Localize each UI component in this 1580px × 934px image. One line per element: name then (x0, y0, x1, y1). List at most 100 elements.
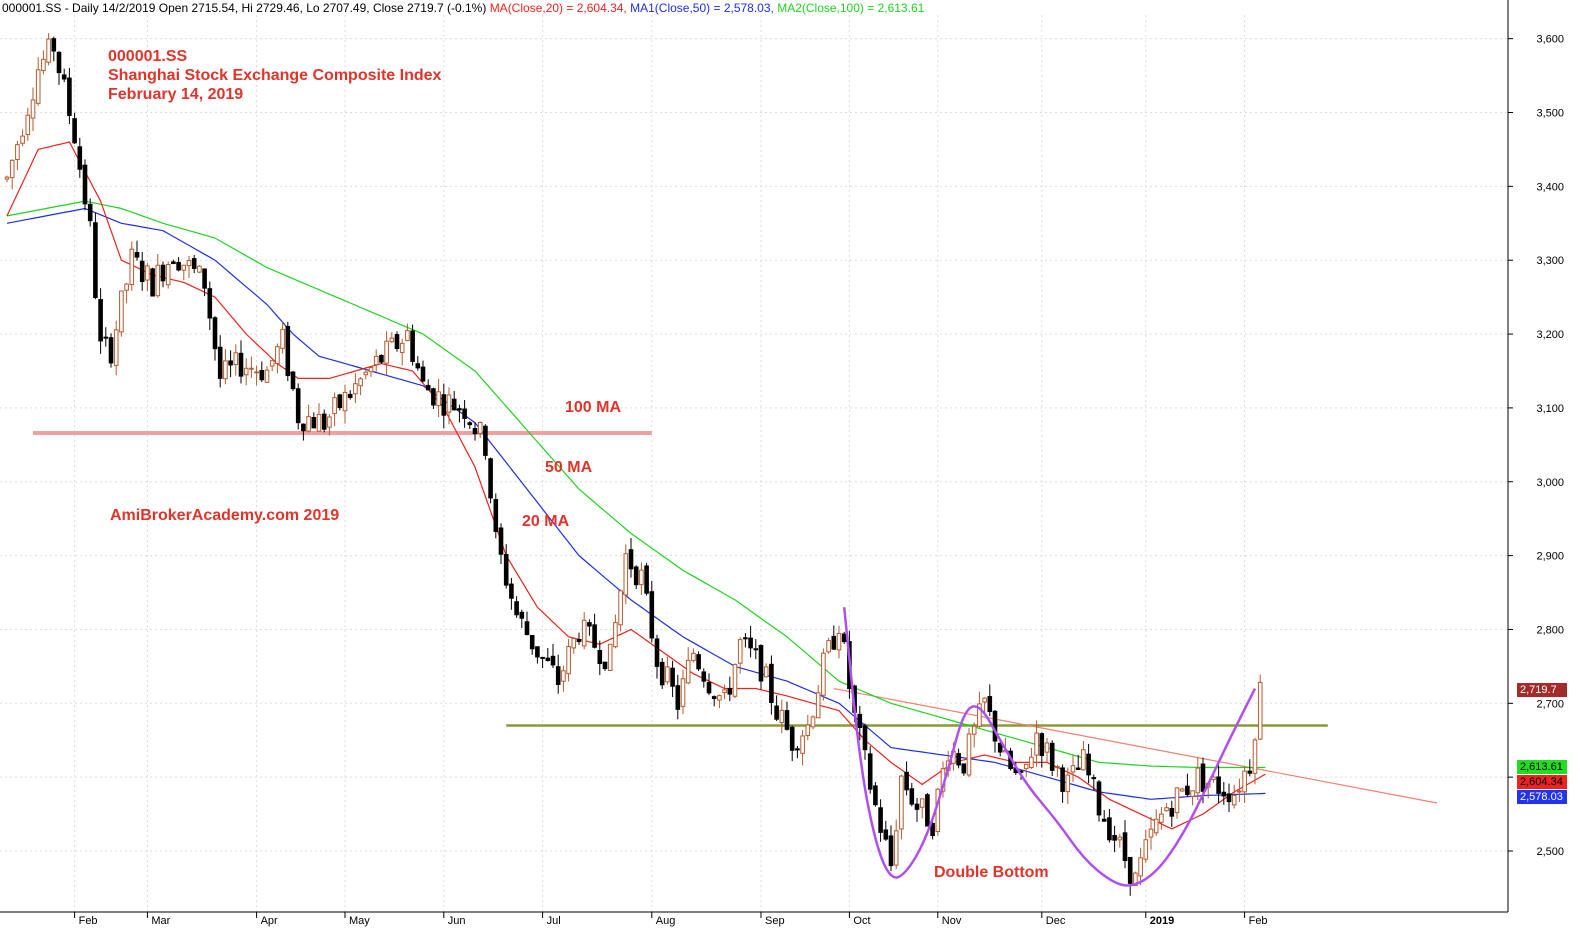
candle-down (1049, 742, 1055, 771)
candle-down (301, 423, 306, 432)
y-tick-label: 3,600 (1536, 34, 1564, 46)
candle-down (441, 394, 447, 416)
candle-down (873, 785, 878, 806)
candle-down (379, 354, 384, 363)
candle-up (722, 689, 727, 694)
candle-up (800, 735, 805, 754)
candle-down (909, 788, 915, 805)
candle-up (30, 99, 36, 119)
candle-up (763, 666, 769, 678)
x-tick-label: Jul (547, 915, 561, 927)
reference-lines (33, 431, 1438, 804)
candle-up (46, 38, 51, 63)
trendline (833, 687, 1438, 804)
watermark-label: AmiBrokerAcademy.com 2019 (110, 507, 340, 524)
candle-down (1039, 733, 1045, 756)
ma50-label: 50 MA (545, 459, 593, 476)
candle-down (238, 352, 244, 377)
candle-up (1242, 770, 1247, 793)
candle-down (841, 633, 847, 643)
candle-down (134, 252, 140, 258)
candle-up (332, 397, 337, 415)
candle-down (904, 771, 909, 791)
y-tick-label: 2,800 (1536, 624, 1564, 636)
candle-down (1200, 763, 1206, 792)
candle-up (680, 678, 686, 707)
candle-down (769, 663, 774, 703)
candle-down (410, 330, 415, 362)
candle-up (197, 265, 202, 273)
candle-down (212, 317, 218, 350)
candle-up (1148, 828, 1154, 838)
candle-down (1101, 818, 1107, 822)
candle-up (1065, 774, 1071, 793)
candle-down (545, 657, 551, 661)
candle-up (20, 135, 25, 144)
candle-up (1070, 765, 1076, 773)
candle-up (363, 371, 369, 376)
candle-up (1257, 681, 1263, 740)
x-tick-label: 2019 (1150, 915, 1174, 927)
candle-up (41, 58, 46, 72)
candle-up (607, 643, 613, 671)
y-tick-label: 3,500 (1536, 108, 1564, 120)
x-axis: Feb Mar Apr May Jun Jul Aug Sep Oct Nov Dec 2019 Feb (74, 912, 1268, 927)
candle-down (795, 748, 800, 751)
candle-down (56, 51, 62, 74)
candle-down (524, 621, 530, 636)
candle-up (353, 383, 358, 395)
candle-up (571, 638, 577, 649)
y-tick-label: 3,400 (1536, 181, 1564, 193)
candle-up (4, 176, 10, 180)
candle-up (327, 416, 332, 428)
candle-up (358, 378, 363, 387)
candle-down (930, 822, 935, 837)
candle-down (519, 611, 525, 619)
candle-down (82, 164, 88, 205)
candle-down (171, 261, 176, 265)
candle-down (493, 499, 499, 532)
grid-lines (0, 15, 1508, 912)
candle-up (685, 659, 691, 684)
candle-up (805, 724, 811, 736)
index-name-label: Shanghai Stock Exchange Composite Index (108, 67, 442, 84)
candle-down (77, 146, 83, 170)
candle-up (316, 413, 322, 432)
candle-down (420, 366, 426, 382)
candle-up (1164, 807, 1169, 812)
candle-up (477, 422, 483, 434)
y-tick-label: 3,100 (1536, 403, 1564, 415)
candle-down (202, 268, 207, 289)
candle-up (129, 248, 135, 285)
candle-down (758, 645, 764, 682)
header-ma50: MA1(Close,50) = 2,578.03, (630, 1, 774, 15)
header-prefix: 000001.SS - Daily 14/2/2019 Open 2715.54… (2, 1, 487, 15)
candle-up (155, 264, 161, 297)
candle-up (275, 346, 280, 365)
candle-down (176, 261, 181, 271)
candle-down (503, 554, 509, 586)
candle-down (1247, 770, 1253, 774)
candle-up (1237, 790, 1242, 793)
candle-down (711, 696, 717, 700)
candle-down (87, 203, 93, 222)
candle-down (706, 682, 712, 694)
candle-up (223, 360, 228, 380)
candle-up (280, 328, 285, 349)
ma50-line (6, 207, 1266, 800)
candle-down (867, 753, 873, 790)
ma20-value-tag: 2,604.34 (1517, 775, 1567, 789)
candle-down (509, 583, 514, 599)
candle-up (623, 553, 629, 596)
ma100-label: 100 MA (565, 399, 622, 416)
candle-down (602, 661, 608, 670)
y-tick-label: 3,000 (1536, 477, 1564, 489)
candle-up (815, 692, 821, 719)
candle-up (982, 697, 987, 703)
x-tick-label: Apr (261, 915, 278, 927)
candle-up (732, 663, 738, 697)
candle-up (566, 646, 571, 675)
x-tick-label: Sep (765, 915, 785, 927)
candle-down (654, 638, 660, 667)
candle-down (415, 363, 421, 369)
